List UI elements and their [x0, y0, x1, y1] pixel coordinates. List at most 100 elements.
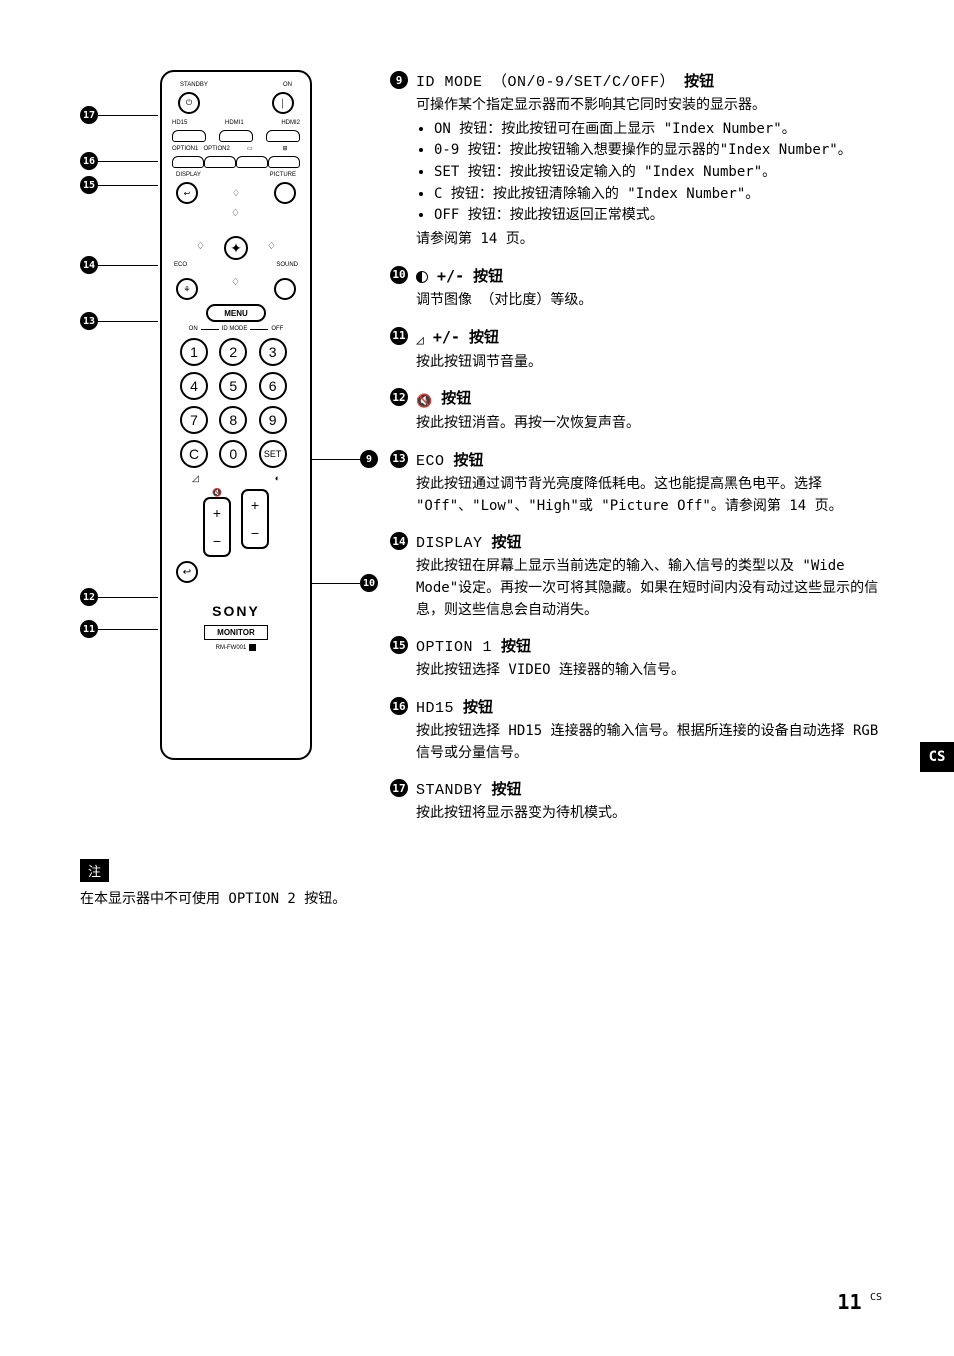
- button-descriptions: 9 ID MODE （ON/0-9/SET/C/OFF） 按钮可操作某个指定显示器…: [390, 70, 882, 839]
- item-desc: 调节图像 （对比度）等级。: [416, 290, 882, 312]
- numpad: 123456789C0SET: [170, 334, 302, 472]
- page-number: 11 CS: [837, 1290, 882, 1314]
- item-14: 14 DISPLAY 按钮按此按钮在屏幕上显示当前选定的输入、输入信号的类型以及 …: [390, 531, 882, 621]
- numpad-3: 3: [259, 338, 287, 366]
- numpad-4: 4: [180, 372, 208, 400]
- remote-diagram-area: 17 16 15 14 13 12 11 STANDBY ON ⏻ │ HD15 HDMI1…: [80, 70, 370, 839]
- item-number: 10: [390, 266, 408, 284]
- brand-logo: SONY: [170, 603, 302, 619]
- standby-btn: ⏻: [178, 92, 200, 114]
- hd15-btn: [172, 130, 206, 142]
- item-number: 16: [390, 697, 408, 715]
- note-badge: 注: [80, 859, 109, 882]
- item-title: OPTION 1 按钮: [416, 635, 882, 656]
- label-standby: STANDBY: [180, 82, 208, 88]
- item-number: 12: [390, 388, 408, 406]
- callout-10: 10: [312, 574, 378, 592]
- label-option1: OPTION1: [172, 146, 198, 152]
- picture-btn: [274, 182, 296, 204]
- menu-btn: MENU: [206, 304, 266, 322]
- numpad-5: 5: [219, 372, 247, 400]
- option2-btn: [204, 156, 236, 168]
- item-number: 14: [390, 532, 408, 550]
- item-title: HD15 按钮: [416, 696, 882, 717]
- volume-rocker: +−: [203, 497, 231, 557]
- item-13: 13ECO 按钮按此按钮通过调节背光亮度降低耗电。这也能提高黑色电平。选择 "O…: [390, 449, 882, 517]
- wide-btn: [268, 156, 300, 168]
- idmode-label: ID MODE: [222, 326, 248, 332]
- callout-11: 11: [80, 620, 158, 638]
- numpad-9: 9: [259, 406, 287, 434]
- on-btn: │: [272, 92, 294, 114]
- option1-btn: [172, 156, 204, 168]
- label-eco: ECO: [174, 262, 187, 268]
- item-footer: 请参阅第 14 页。: [416, 229, 882, 251]
- note-section: 注 在本显示器中不可使用 OPTION 2 按钮。: [80, 859, 882, 908]
- item-17: 17STANDBY 按钮按此按钮将显示器变为待机模式。: [390, 778, 882, 825]
- item-title: DISPLAY 按钮: [416, 531, 882, 552]
- hdmi1-btn: [219, 130, 253, 142]
- item-title: ◿ +/- 按钮: [416, 326, 882, 348]
- remote-control-illustration: STANDBY ON ⏻ │ HD15 HDMI1 HDMI2: [160, 70, 312, 760]
- label-display: DISPLAY: [176, 172, 201, 178]
- item-desc: 按此按钮通过调节背光亮度降低耗电。这也能提高黑色电平。选择 "Off"、"Low…: [416, 474, 882, 517]
- item-12: 12 🔇 按钮按此按钮消音。再按一次恢复声音。: [390, 387, 882, 435]
- model-number: RM-FW001: [216, 645, 247, 651]
- item-number: 9: [390, 71, 408, 89]
- pip-btn: [236, 156, 268, 168]
- label-hdmi2: HDMI2: [281, 120, 300, 126]
- item-title: STANDBY 按钮: [416, 778, 882, 799]
- numpad-2: 2: [219, 338, 247, 366]
- item-desc: 按此按钮调节音量。: [416, 352, 882, 374]
- label-on: ON: [283, 82, 292, 88]
- numpad-6: 6: [259, 372, 287, 400]
- sound-btn: [274, 278, 296, 300]
- item-desc: 按此按钮在屏幕上显示当前选定的输入、输入信号的类型以及 "Wide Mode"设…: [416, 556, 882, 621]
- label-hd15: HD15: [172, 120, 187, 126]
- monitor-label: MONITOR: [204, 625, 268, 640]
- contrast-icon: [416, 271, 428, 283]
- mute-icon: 🔇: [416, 394, 432, 409]
- callout-12: 12: [80, 588, 158, 606]
- item-9: 9 ID MODE （ON/0-9/SET/C/OFF） 按钮可操作某个指定显示器…: [390, 70, 882, 251]
- label-picture: PICTURE: [270, 172, 296, 178]
- item-title: ID MODE （ON/0-9/SET/C/OFF） 按钮: [416, 70, 882, 91]
- item-11: 11 ◿ +/- 按钮按此按钮调节音量。: [390, 326, 882, 374]
- numpad-c: C: [180, 440, 208, 468]
- item-desc: 按此按钮消音。再按一次恢复声音。: [416, 413, 882, 435]
- callout-13: 13: [80, 312, 158, 330]
- label-sound: SOUND: [276, 262, 298, 268]
- display-btn: ↩: [176, 182, 198, 204]
- callout-14: 14: [80, 256, 158, 274]
- item-title: 🔇 按钮: [416, 387, 882, 409]
- item-number: 15: [390, 636, 408, 654]
- note-text: 在本显示器中不可使用 OPTION 2 按钮。: [80, 888, 882, 908]
- item-number: 11: [390, 327, 408, 345]
- idmode-on: ON: [189, 326, 198, 332]
- item-10: 10 +/- 按钮调节图像 （对比度）等级。: [390, 265, 882, 312]
- item-16: 16 HD15 按钮按此按钮选择 HD15 连接器的输入信号。根据所连接的设备自动…: [390, 696, 882, 764]
- callout-15: 15: [80, 176, 158, 194]
- item-title: +/- 按钮: [416, 265, 882, 286]
- callout-16: 16: [80, 152, 158, 170]
- item-15: 15 OPTION 1 按钮按此按钮选择 VIDEO 连接器的输入信号。: [390, 635, 882, 682]
- numpad-8: 8: [219, 406, 247, 434]
- callout-17: 17: [80, 106, 158, 124]
- numpad-set: SET: [259, 440, 287, 468]
- volume-icon: ◿: [416, 333, 424, 348]
- mute-btn: ↩: [176, 561, 198, 583]
- contrast-rocker: +−: [241, 489, 269, 549]
- numpad-7: 7: [180, 406, 208, 434]
- numpad-0: 0: [219, 440, 247, 468]
- label-hdmi1: HDMI1: [225, 120, 244, 126]
- dpad: ♢ ♢ ♢ ♢ ✦: [196, 208, 276, 288]
- eco-btn: ⚘: [176, 278, 198, 300]
- label-option2: OPTION2: [203, 146, 229, 152]
- item-number: 13: [390, 450, 408, 468]
- item-desc: 按此按钮选择 HD15 连接器的输入信号。根据所连接的设备自动选择 RGB 信号…: [416, 721, 882, 764]
- item-desc: 可操作某个指定显示器而不影响其它同时安装的显示器。: [416, 95, 882, 117]
- item-desc: 按此按钮选择 VIDEO 连接器的输入信号。: [416, 660, 882, 682]
- language-tab: CS: [920, 742, 954, 772]
- callout-9: 9: [312, 450, 378, 468]
- idmode-off: OFF: [271, 326, 283, 332]
